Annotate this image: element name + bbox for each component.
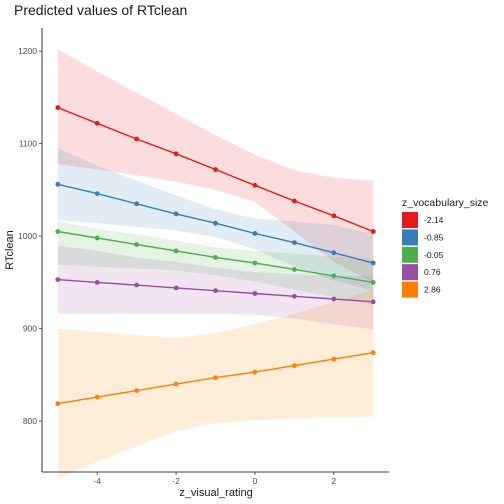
data-point-0-7 — [331, 213, 337, 219]
ci-band-3 — [57, 245, 374, 330]
data-point-2-8 — [370, 280, 376, 285]
data-point-0-6 — [292, 198, 297, 204]
data-point-4-8 — [370, 350, 376, 356]
x-tick-label: -4 — [93, 476, 101, 486]
series-points — [55, 105, 376, 406]
legend: z_vocabulary_size -2.14 -0.85 -0.05 0.76 2.8… — [402, 197, 489, 298]
data-point-1-0 — [55, 181, 61, 187]
data-point-3-3 — [173, 285, 179, 291]
data-point-1-8 — [370, 260, 376, 266]
data-point-1-2 — [134, 201, 140, 207]
x-tick-label: -2 — [172, 476, 180, 486]
data-point-4-2 — [134, 388, 140, 393]
data-point-1-6 — [292, 240, 297, 246]
data-point-1-5 — [252, 231, 258, 236]
data-point-3-1 — [94, 280, 100, 285]
data-point-0-5 — [252, 182, 258, 188]
data-point-4-7 — [331, 356, 337, 362]
ci-band-1 — [57, 148, 374, 291]
y-ticks: 800 900 1000 1100 1200 — [18, 46, 42, 426]
data-point-1-4 — [213, 220, 218, 226]
y-tick-label: 1000 — [18, 231, 37, 241]
data-point-2-6 — [292, 267, 297, 272]
data-point-3-5 — [252, 291, 258, 296]
data-point-2-3 — [173, 248, 179, 254]
legend-title: z_vocabulary_size — [402, 197, 489, 209]
data-point-4-4 — [213, 375, 218, 380]
ci-band-4 — [57, 289, 374, 479]
data-point-2-5 — [252, 260, 258, 266]
data-point-0-0 — [55, 105, 61, 110]
x-tick-label: 0 — [253, 476, 258, 486]
y-tick-label: 900 — [23, 324, 37, 334]
legend-swatch-2 — [402, 246, 418, 263]
data-point-0-4 — [213, 167, 218, 172]
legend-label-2: -0.05 — [424, 250, 444, 260]
legend-label-3: 0.76 — [424, 267, 441, 277]
data-point-0-2 — [134, 136, 140, 142]
data-point-0-8 — [370, 229, 376, 234]
y-axis-title: RTclean — [4, 230, 16, 270]
data-point-0-1 — [94, 120, 100, 126]
data-point-3-2 — [134, 282, 140, 288]
y-tick-label: 800 — [23, 416, 37, 426]
ci-band-0 — [57, 49, 374, 283]
x-axis-title: z_visual_rating — [179, 487, 252, 499]
x-ticks: -4 -2 0 2 — [93, 472, 336, 486]
legend-label-1: -0.85 — [424, 232, 444, 242]
legend-swatch-4 — [402, 281, 418, 298]
data-point-3-8 — [370, 299, 376, 305]
legend-swatch-1 — [402, 229, 418, 246]
data-point-2-4 — [213, 255, 218, 260]
data-point-2-1 — [94, 235, 100, 241]
data-point-4-1 — [94, 394, 100, 400]
data-point-2-7 — [331, 273, 337, 279]
data-point-2-0 — [55, 229, 61, 234]
legend-label-4: 2.86 — [424, 285, 441, 295]
legend-items: -2.14 -0.85 -0.05 0.76 2.86 — [402, 212, 444, 298]
data-point-4-0 — [55, 401, 61, 406]
data-point-1-7 — [331, 250, 337, 256]
x-tick-label: 2 — [331, 476, 336, 486]
legend-swatch-3 — [402, 264, 418, 281]
legend-label-0: -2.14 — [424, 215, 444, 225]
data-point-1-3 — [173, 211, 179, 217]
data-point-3-6 — [292, 293, 297, 299]
chart-title: Predicted values of RTclean — [14, 2, 187, 18]
data-point-3-0 — [55, 277, 61, 282]
data-point-0-3 — [173, 151, 179, 157]
data-point-2-2 — [134, 242, 140, 247]
y-tick-label: 1100 — [19, 139, 38, 149]
data-point-4-6 — [292, 363, 297, 368]
y-tick-label: 1200 — [18, 46, 37, 56]
data-point-4-3 — [173, 381, 179, 387]
legend-swatch-0 — [402, 212, 418, 228]
data-point-3-7 — [331, 296, 337, 302]
data-point-4-5 — [252, 369, 258, 375]
data-point-1-1 — [94, 191, 100, 197]
axes — [41, 28, 389, 473]
confidence-bands — [57, 49, 374, 479]
data-point-3-4 — [213, 288, 218, 294]
